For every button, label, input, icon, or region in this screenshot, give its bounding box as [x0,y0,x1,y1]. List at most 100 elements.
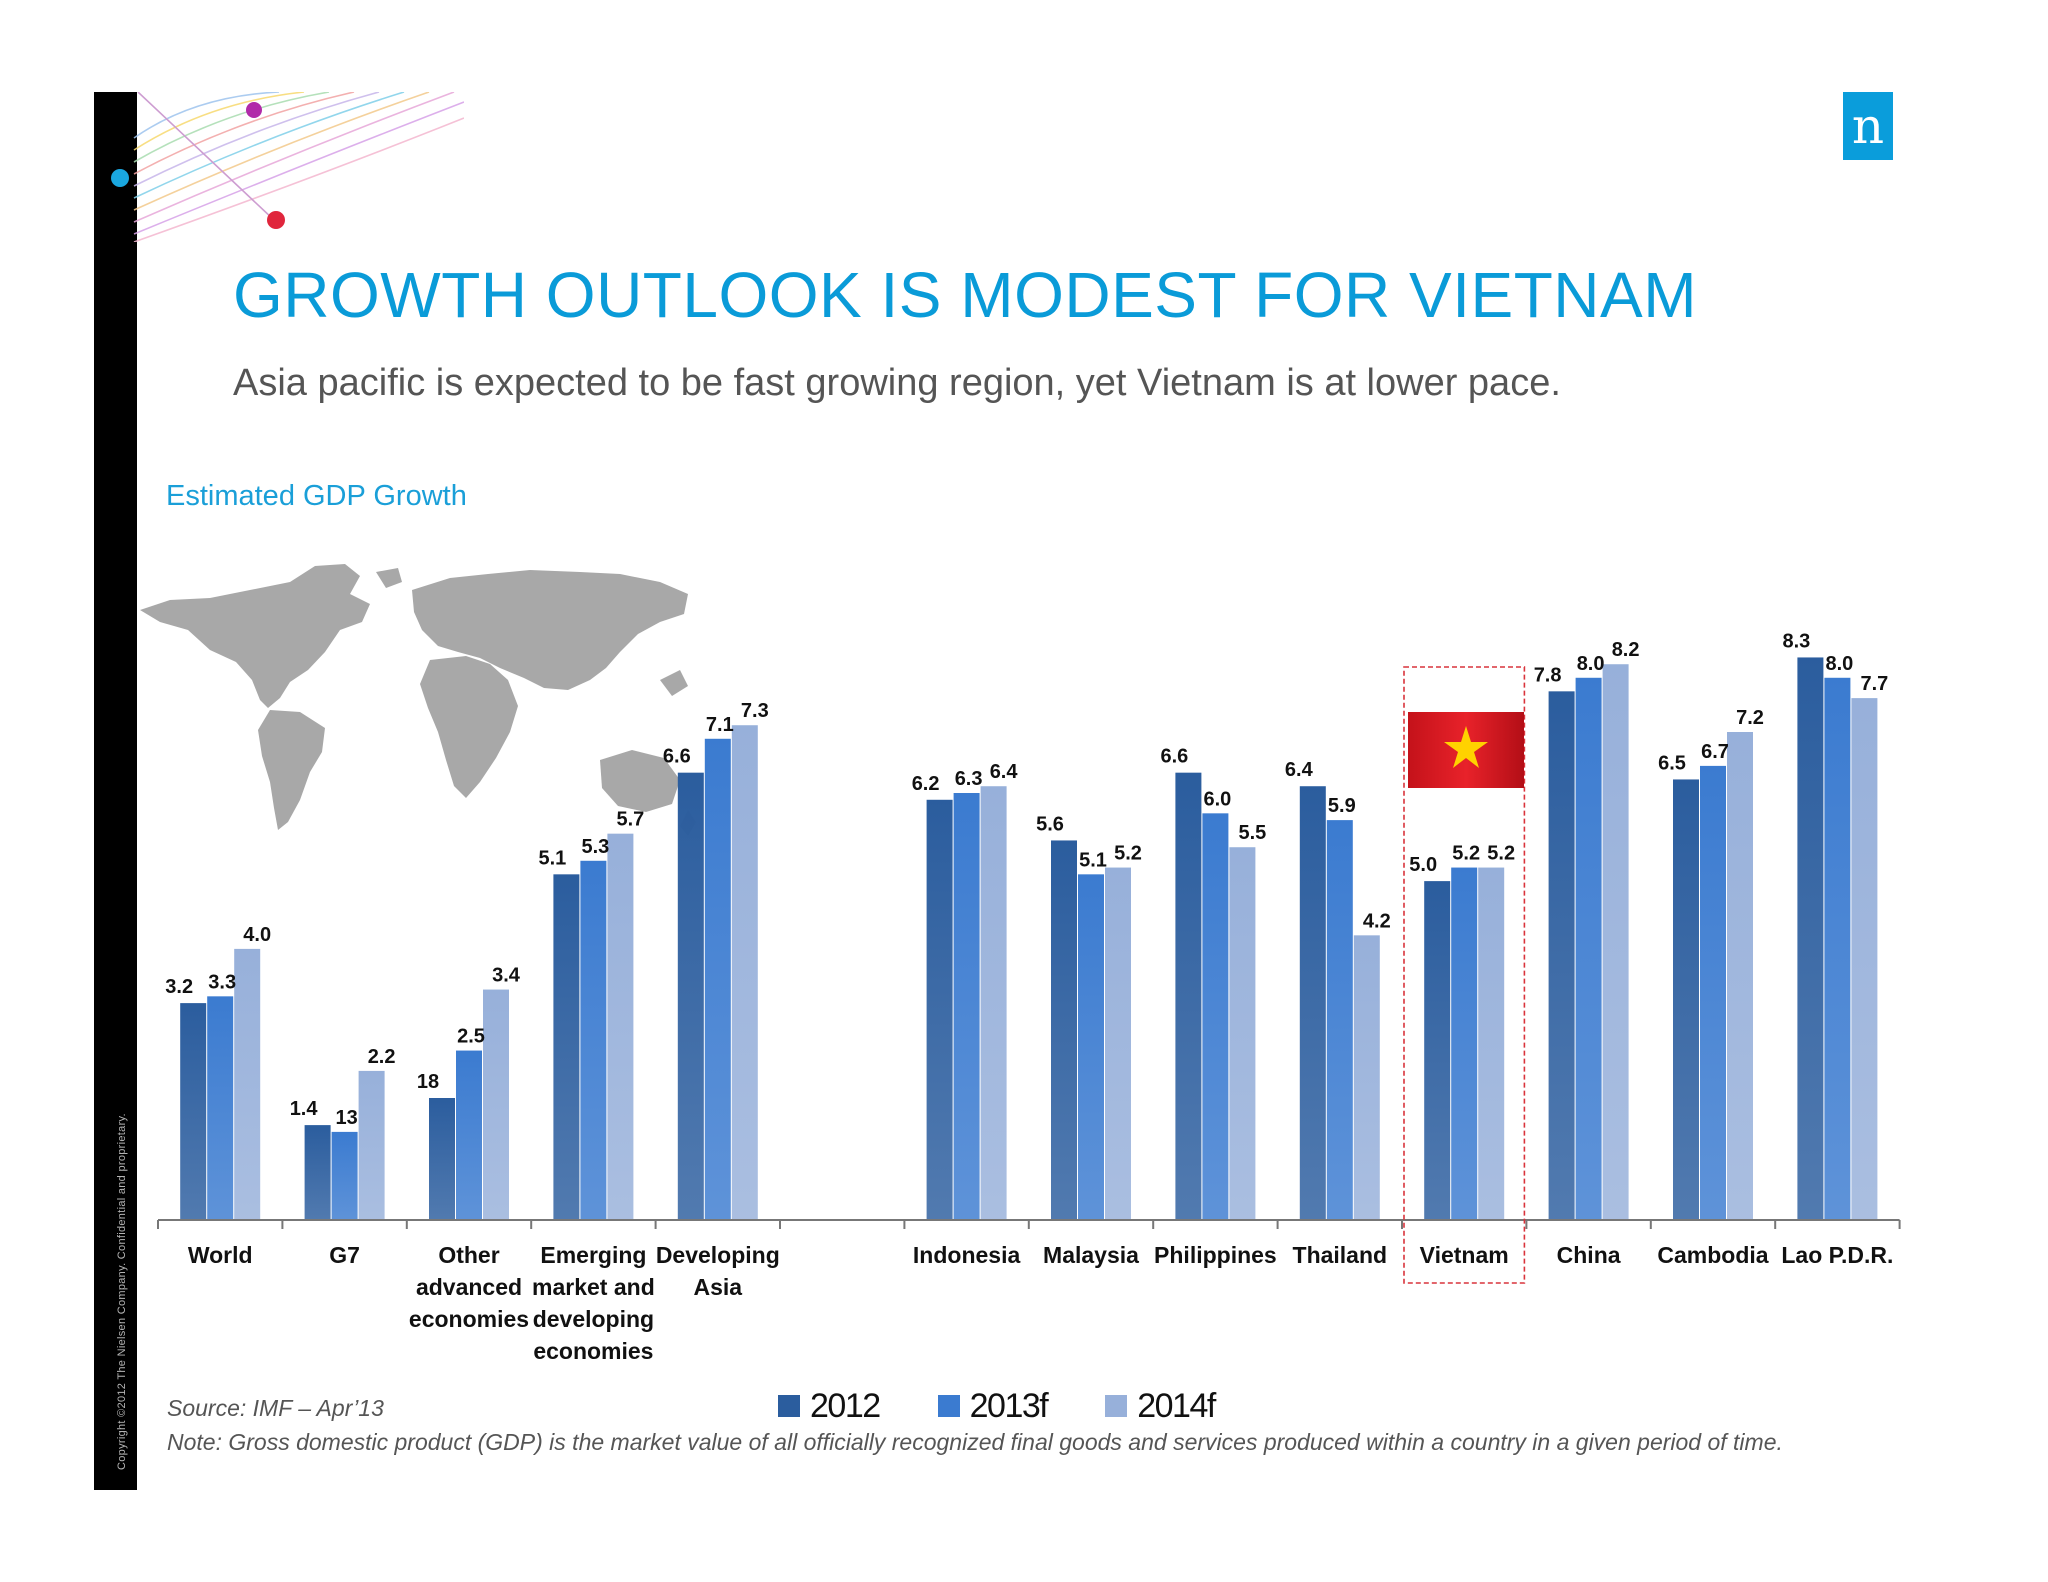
bar-thailand-2014f [1353,935,1380,1220]
category-label-lao-p-d-r: Lao P.D.R. [1781,1242,1893,1268]
bar-malaysia-2014f [1105,867,1131,1220]
source-text: Source: IMF – Apr’13 [167,1395,384,1421]
value-label-other-advanced-economies-2013f: 2.5 [457,1026,485,1048]
category-label-indonesia: Indonesia [913,1242,1021,1268]
bar-other-advanced-economies-2014f [483,989,509,1220]
bar-emerging-market-and-developing-economies-2013f [580,860,607,1220]
value-label-cambodia-2012: 6.5 [1658,752,1686,774]
value-label-emerging-market-and-developing-economies-2014f: 5.7 [616,809,644,831]
bar-lao-p-d-r-2014f [1851,698,1878,1220]
value-label-indonesia-2014f: 6.4 [990,761,1019,783]
category-label-emerging-market-and-developing-economies: developing [533,1306,654,1332]
value-label-indonesia-2013f: 6.3 [955,768,983,790]
bar-lao-p-d-r-2013f [1824,677,1851,1220]
bar-cambodia-2014f [1727,732,1753,1220]
value-label-emerging-market-and-developing-economies-2012: 5.1 [538,847,566,869]
bar-g7-2012 [304,1125,331,1220]
value-label-developing-asia-2014f: 7.3 [741,700,769,722]
value-label-cambodia-2014f: 7.2 [1736,707,1764,729]
value-label-developing-asia-2012: 6.6 [663,746,691,768]
category-label-developing-asia: Developing [656,1242,780,1268]
value-label-world-2013f: 3.3 [208,971,236,993]
world-map-icon [140,564,696,836]
category-label-other-advanced-economies: Other [438,1242,499,1268]
value-label-thailand-2013f: 5.9 [1328,795,1356,817]
value-label-world-2012: 3.2 [165,976,193,998]
bar-indonesia-2014f [980,786,1007,1220]
bar-china-2012 [1548,691,1575,1220]
bar-china-2014f [1602,664,1629,1220]
bar-philippines-2014f [1229,847,1256,1220]
value-label-china-2013f: 8.0 [1577,653,1605,675]
bar-malaysia-2012 [1051,840,1077,1220]
value-label-vietnam-2013f: 5.2 [1452,843,1480,865]
bar-vietnam-2012 [1424,881,1451,1220]
left-black-bar [94,92,137,1490]
bar-malaysia-2013f [1078,874,1104,1220]
value-label-lao-p-d-r-2012: 8.3 [1782,630,1810,652]
page-title: GROWTH OUTLOOK IS MODEST FOR VIETNAM [233,259,1697,331]
legend-swatch-2012 [778,1395,800,1417]
legend-label-2013f: 2013f [969,1386,1049,1425]
value-label-g7-2013f: 13 [335,1107,357,1129]
value-label-lao-p-d-r-2014f: 7.7 [1860,673,1888,695]
category-label-emerging-market-and-developing-economies: economies [533,1338,653,1364]
value-label-thailand-2014f: 4.2 [1363,910,1391,932]
value-label-philippines-2012: 6.6 [1160,746,1188,768]
page-subtitle: Asia pacific is expected to be fast grow… [233,362,1561,404]
value-label-malaysia-2014f: 5.2 [1114,843,1142,865]
bar-vietnam-2013f [1451,867,1478,1220]
bar-thailand-2012 [1299,786,1326,1220]
category-label-world: World [188,1242,253,1268]
bar-indonesia-2012 [926,799,953,1220]
category-label-china: China [1557,1242,1621,1268]
value-label-malaysia-2012: 5.6 [1036,813,1064,835]
nielsen-logo: n [1843,92,1893,160]
value-label-china-2014f: 8.2 [1612,639,1640,661]
value-label-philippines-2014f: 5.5 [1238,822,1266,844]
value-label-china-2012: 7.8 [1534,664,1562,686]
category-label-malaysia: Malaysia [1043,1242,1139,1268]
category-label-developing-asia: Asia [694,1274,743,1300]
category-label-vietnam: Vietnam [1420,1242,1509,1268]
bar-g7-2013f [331,1131,358,1220]
bar-world-2013f [207,996,234,1220]
bar-world-2012 [180,1003,207,1220]
value-label-emerging-market-and-developing-economies-2013f: 5.3 [581,836,609,858]
vietnam-flag-icon [1408,712,1524,788]
category-label-philippines: Philippines [1154,1242,1277,1268]
value-label-cambodia-2013f: 6.7 [1701,741,1729,763]
value-label-thailand-2012: 6.4 [1285,759,1314,781]
bar-emerging-market-and-developing-economies-2014f [607,833,634,1220]
legend-label-2012: 2012 [810,1386,881,1425]
legend-swatch-2013f [937,1395,960,1417]
bar-cambodia-2013f [1700,765,1726,1220]
value-label-vietnam-2014f: 5.2 [1487,843,1515,865]
note-text: Note: Gross domestic product (GDP) is th… [167,1429,1783,1455]
legend-label-2014f: 2014f [1137,1386,1216,1425]
vietnam-highlight-box [1403,666,1526,1284]
chart-legend: 2012 2013f 2014f [778,1386,1273,1426]
legend-item-2013f: 2013f [937,1386,1049,1426]
bar-world-2014f [234,948,261,1220]
bar-china-2013f [1575,677,1602,1220]
value-label-developing-asia-2013f: 7.1 [706,714,734,736]
value-label-g7-2012: 1.4 [290,1098,319,1120]
category-label-g7: G7 [329,1242,360,1268]
legend-item-2014f: 2014f [1105,1386,1216,1426]
bar-developing-asia-2012 [677,772,704,1220]
category-label-emerging-market-and-developing-economies: market and [532,1274,655,1300]
bar-thailand-2013f [1326,820,1353,1220]
value-label-indonesia-2012: 6.2 [912,773,940,795]
category-label-emerging-market-and-developing-economies: Emerging [540,1242,646,1268]
value-label-world-2014f: 4.0 [243,924,271,946]
value-label-lao-p-d-r-2013f: 8.0 [1825,653,1853,675]
category-label-other-advanced-economies: economies [409,1306,529,1332]
chart-title: Estimated GDP Growth [166,480,467,512]
bar-indonesia-2013f [953,793,980,1220]
value-label-malaysia-2013f: 5.1 [1079,849,1107,871]
bar-developing-asia-2013f [704,738,731,1220]
value-label-vietnam-2012: 5.0 [1409,854,1437,876]
bar-emerging-market-and-developing-economies-2012 [553,874,580,1220]
